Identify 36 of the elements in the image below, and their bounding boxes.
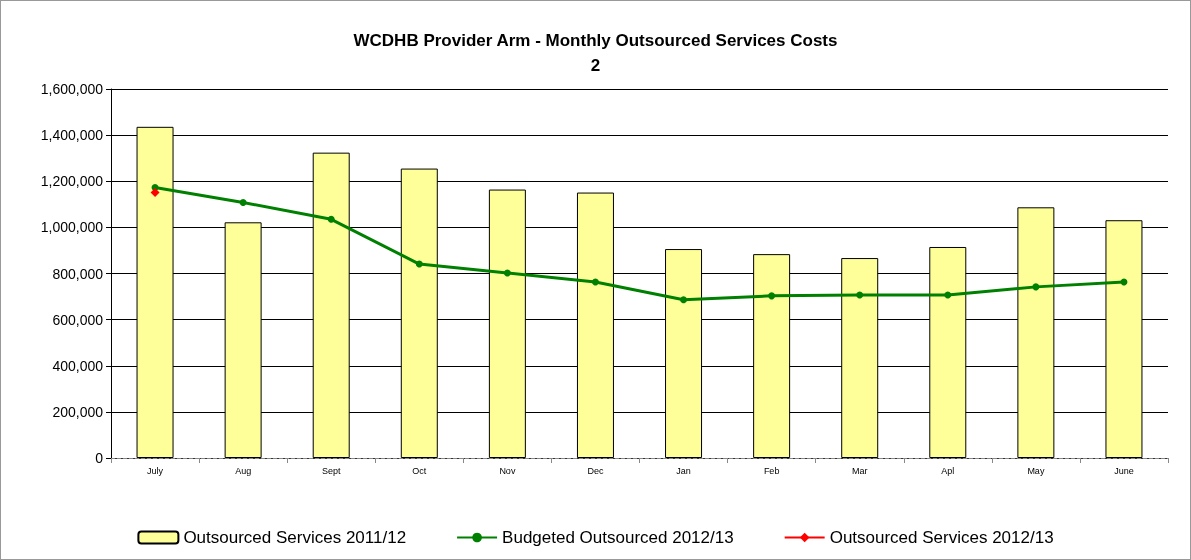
x-tick-label: July xyxy=(147,465,164,476)
x-tick-label: Aug xyxy=(235,465,252,476)
y-tick-label: 200,000 xyxy=(52,403,104,420)
point xyxy=(680,296,688,304)
x-tick-label: Apl xyxy=(941,465,955,476)
x-tick-label: Sept xyxy=(321,465,341,476)
x-tick-label: Nov xyxy=(499,465,516,476)
point xyxy=(239,198,247,206)
chart-subtitle: 2 xyxy=(590,56,601,75)
x-tick-label: June xyxy=(1114,465,1134,476)
point xyxy=(856,291,864,299)
y-tick-label: 1,200,000 xyxy=(40,173,104,190)
x-tick-label: May xyxy=(1027,465,1045,476)
point xyxy=(503,269,511,277)
x-tick-label: Jan xyxy=(676,465,691,476)
point xyxy=(591,278,599,286)
x-tick-label: Dec xyxy=(587,465,604,476)
y-tick-label: 0 xyxy=(95,450,104,466)
y-tick-label: 800,000 xyxy=(52,265,104,282)
point xyxy=(768,292,776,300)
y-tick-label: 400,000 xyxy=(52,357,104,374)
y-tick-label: 1,000,000 xyxy=(40,219,104,236)
y-tick-label: 1,600,000 xyxy=(40,81,104,97)
point xyxy=(944,291,952,299)
x-tick-label: Feb xyxy=(763,465,780,476)
x-tick-label: Mar xyxy=(851,465,868,476)
y-tick-label: 1,400,000 xyxy=(40,127,104,144)
legend-label: Budgeted Outsourced 2012/13 xyxy=(502,528,734,547)
point xyxy=(327,215,335,223)
point xyxy=(415,260,423,268)
point xyxy=(1032,283,1040,291)
x-tick-label: Oct xyxy=(412,465,427,476)
legend-label: Outsourced Services 2012/13 xyxy=(829,528,1054,547)
legend-label: Outsourced Services 2011/12 xyxy=(183,528,407,547)
chart-title: WCDHB Provider Arm - Monthly Outsourced Services Costs xyxy=(353,31,838,50)
y-tick-label: 600,000 xyxy=(52,311,104,328)
